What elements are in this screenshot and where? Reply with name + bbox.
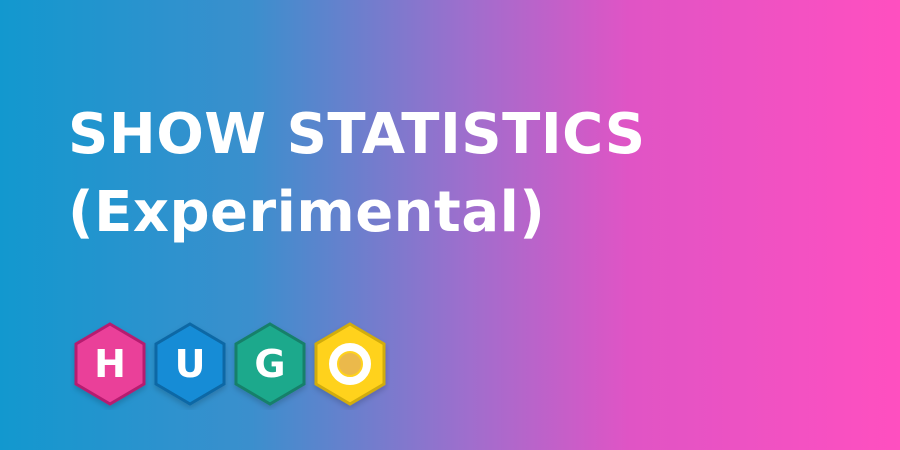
hugo-logo-svg: H U G (74, 322, 386, 406)
logo-letter-u: U (175, 342, 206, 386)
title-line-1: SHOW STATISTICS (68, 102, 646, 167)
hexagon-h-shape (74, 322, 146, 406)
hugo-u-tile: U (154, 322, 226, 406)
hexagon-g-shape (234, 322, 306, 406)
logo-letter-h: H (94, 342, 126, 386)
hugo-o-tile (314, 322, 386, 406)
hexagon-u-shape (154, 322, 226, 406)
hugo-g-tile: G (234, 322, 306, 406)
hugo-logo: H U G (70, 320, 390, 410)
logo-letter-g: G (254, 342, 285, 386)
logo-o-ring-icon (329, 343, 371, 385)
title-line-2: (Experimental) (68, 180, 546, 245)
logo-o-center-icon (339, 353, 361, 375)
page-title: SHOW STATISTICS (Experimental) (68, 96, 646, 252)
hugo-h-tile: H (74, 322, 146, 406)
